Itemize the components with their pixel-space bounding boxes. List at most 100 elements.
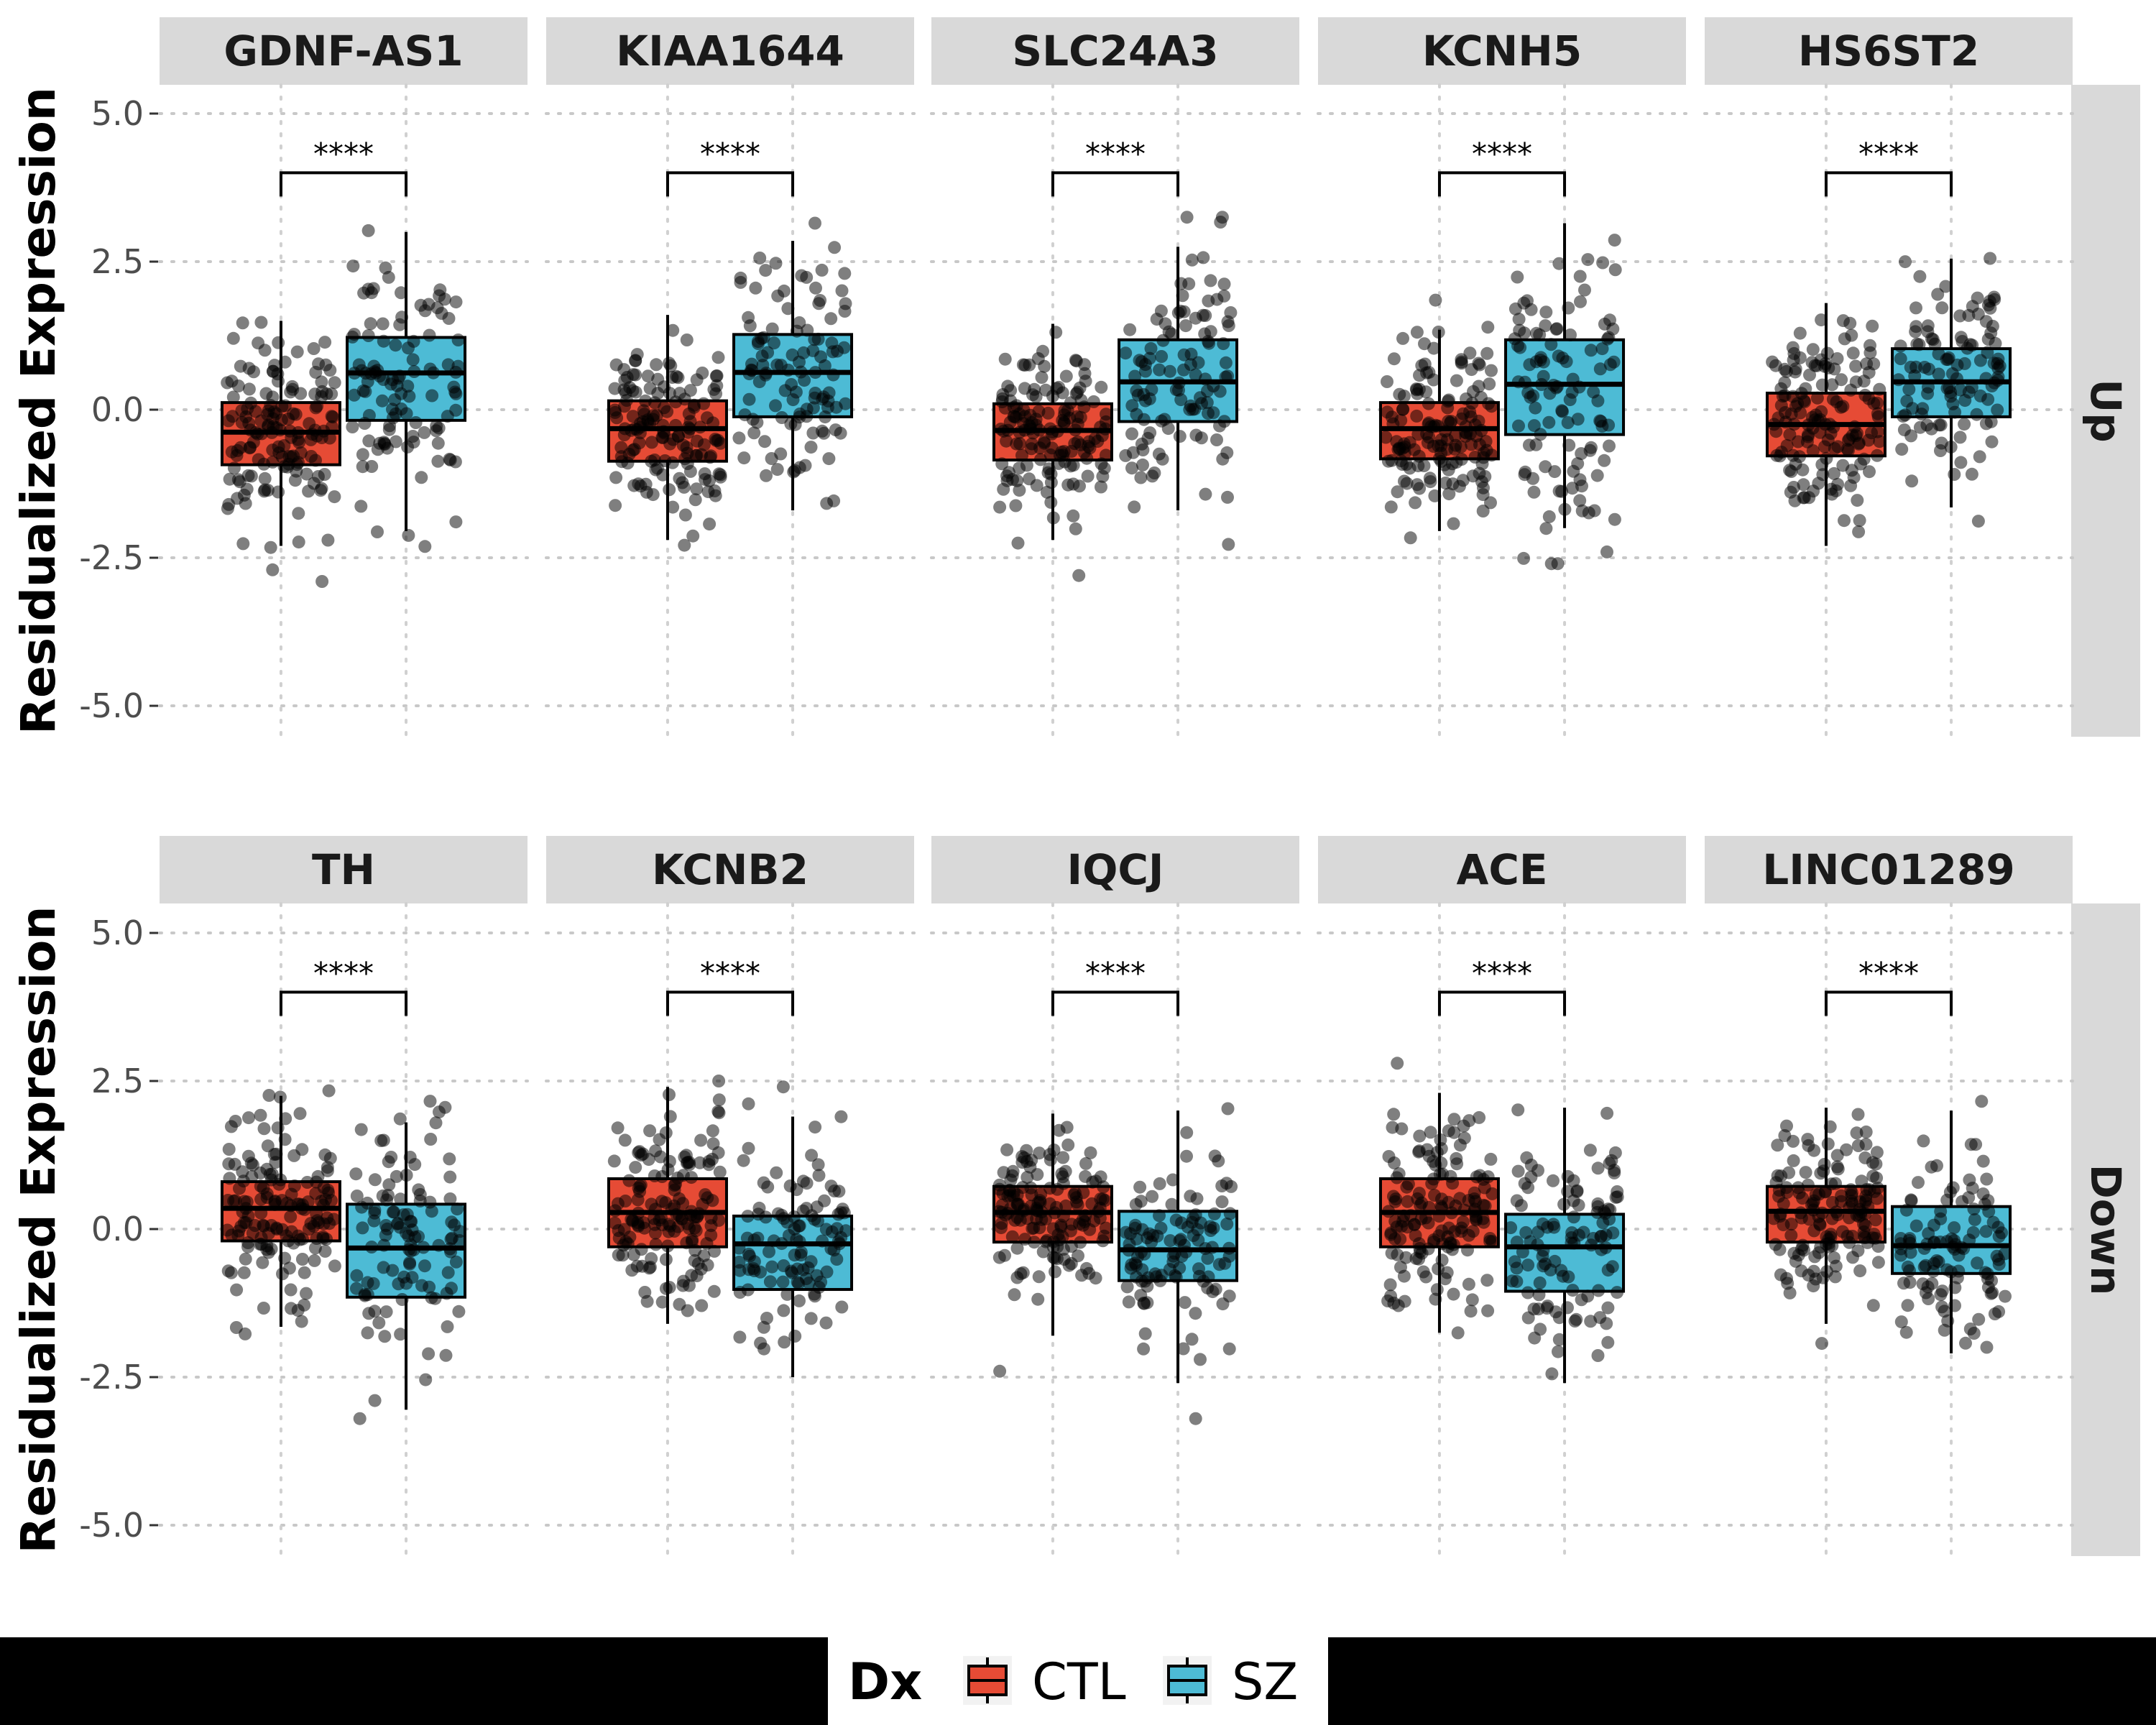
sample-point (226, 410, 239, 423)
sample-point (1581, 253, 1595, 267)
sample-point (645, 1252, 658, 1266)
sample-point (1980, 1340, 1994, 1354)
sample-point (1529, 401, 1542, 415)
sample-point (820, 497, 834, 510)
sample-point (1867, 1228, 1881, 1241)
sample-point (1851, 494, 1864, 507)
sample-point (1570, 1312, 1583, 1326)
jitter-points (1379, 234, 1622, 571)
sample-point (1429, 1292, 1442, 1306)
panel-strip-label: LINC01289 (1762, 845, 2014, 894)
sample-point (261, 1139, 275, 1153)
sample-point (407, 1243, 420, 1256)
sample-point (1935, 301, 1949, 315)
sample-point (1828, 1251, 1841, 1264)
sample-point (1004, 384, 1018, 397)
sample-point (1992, 1253, 2005, 1266)
sample-point (1825, 487, 1839, 501)
sample-point (1030, 479, 1044, 492)
sample-point (769, 257, 783, 270)
sample-point (609, 499, 622, 512)
sample-point (1396, 402, 1409, 416)
sample-point (683, 1279, 696, 1292)
sample-point (1434, 1133, 1447, 1146)
sample-point (1820, 451, 1833, 465)
sample-point (659, 1196, 673, 1210)
sample-point (1795, 1264, 1808, 1278)
sample-point (367, 1214, 381, 1228)
sample-point (1778, 376, 1792, 390)
sample-point (1526, 389, 1540, 402)
sample-point (448, 385, 462, 399)
sample-point (1966, 300, 1979, 313)
sample-point (1511, 270, 1524, 284)
sample-point (1391, 1248, 1404, 1261)
sample-point (1986, 319, 1999, 333)
sample-point (663, 1281, 676, 1294)
sample-point (1813, 413, 1827, 426)
sample-point (1544, 338, 1558, 351)
sample-point (1547, 379, 1560, 392)
sample-point (1025, 437, 1038, 451)
sample-point (393, 1112, 407, 1126)
sample-point (754, 1336, 768, 1350)
sample-point (262, 404, 275, 418)
sample-point (678, 452, 691, 466)
sample-point (298, 1266, 311, 1279)
legend-entry-ctl: CTL (963, 1652, 1126, 1711)
jitter-points (221, 1084, 466, 1425)
sample-point (400, 1169, 413, 1182)
sample-point (649, 1202, 662, 1216)
sample-point (1935, 1300, 1949, 1314)
sample-point (1080, 451, 1094, 465)
sample-point (1465, 363, 1478, 377)
sample-point (424, 1133, 438, 1146)
facet-rows: Residualized Expression 5.0 2.5 0.0 -2.5 -5.0… (11, 17, 2140, 1558)
sample-point (1913, 270, 1927, 283)
sample-point (1205, 1241, 1219, 1254)
sample-point (1424, 1126, 1437, 1139)
panel-linc01289: LINC01289 **** (1703, 836, 2074, 1558)
sample-point (1427, 440, 1440, 453)
sample-point (1032, 1270, 1046, 1284)
sample-point (1903, 1236, 1917, 1250)
sample-point (1202, 1270, 1215, 1284)
sample-point (1398, 1294, 1411, 1308)
sample-point (1964, 1138, 1978, 1151)
sample-point (1514, 341, 1527, 354)
sample-point (1177, 348, 1191, 362)
sample-point (1981, 346, 1994, 359)
sample-point (240, 482, 254, 496)
sample-point (650, 358, 663, 372)
sample-point (702, 1158, 716, 1172)
sample-point (1039, 383, 1053, 397)
sample-point (694, 420, 707, 434)
significance-bracket (1051, 171, 1180, 197)
sample-point (1904, 1246, 1917, 1259)
sample-point (1059, 1199, 1073, 1213)
sample-point (763, 1275, 777, 1289)
sample-point (1217, 277, 1231, 291)
sample-point (757, 1320, 770, 1334)
sample-point (759, 368, 773, 382)
sample-point (1171, 306, 1185, 320)
jitter-points (607, 1075, 852, 1356)
sample-point (1981, 1281, 1995, 1294)
sample-point (226, 331, 240, 345)
sample-point (1894, 1315, 1908, 1329)
sample-point (1912, 1176, 1925, 1190)
sample-point (740, 1231, 754, 1245)
sample-point (290, 345, 304, 359)
sample-point (1410, 326, 1424, 339)
sample-point (1153, 1177, 1166, 1190)
sample-point (1018, 1233, 1032, 1246)
sample-point (997, 1166, 1010, 1179)
sample-point (1447, 517, 1460, 530)
sample-point (673, 1192, 686, 1205)
sample-point (737, 451, 751, 465)
sample-point (380, 1222, 394, 1236)
sample-point (1387, 1108, 1401, 1121)
sample-point (612, 1231, 626, 1245)
sample-point (1429, 1158, 1442, 1172)
sample-point (1010, 1241, 1024, 1255)
